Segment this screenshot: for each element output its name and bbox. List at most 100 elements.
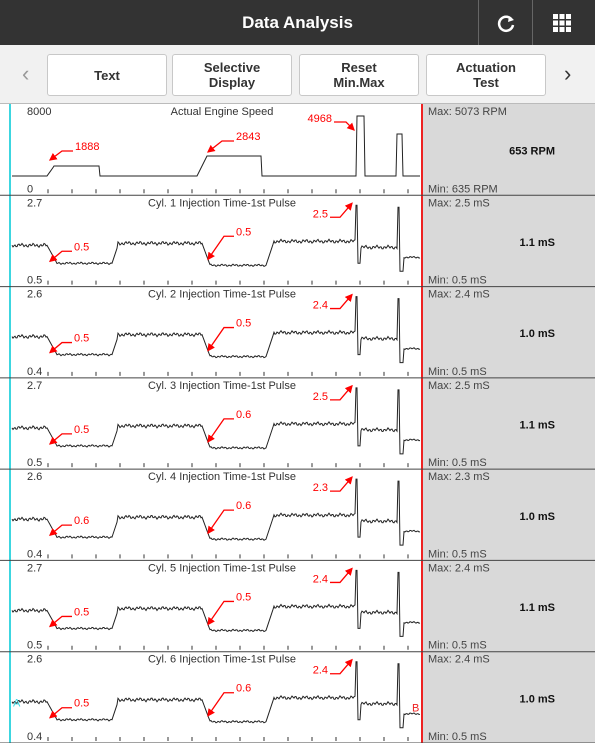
scale-bottom: 0.5 — [27, 275, 42, 287]
cursor-b-line — [421, 104, 423, 743]
toolbar-button[interactable]: Selective Display — [172, 54, 292, 96]
current-value: 1.1 mS — [520, 237, 555, 249]
value-column — [423, 104, 595, 743]
scale-top: 2.6 — [27, 654, 42, 666]
annotation-label: 0.5 — [236, 591, 251, 603]
annotation-label: 2.4 — [313, 300, 328, 312]
annotation-arrow — [49, 341, 72, 354]
annotation-label: 2843 — [236, 131, 260, 143]
annotation-label: 0.5 — [74, 241, 89, 253]
min-label: Min: 0.5 mS — [428, 548, 487, 560]
trace-name: Cyl. 3 Injection Time-1st Pulse — [148, 380, 296, 392]
annotation-arrow — [48, 150, 73, 161]
max-label: Max: 5073 RPM — [428, 106, 507, 118]
annotation-label: 2.5 — [313, 208, 328, 220]
scale-top: 2.6 — [27, 289, 42, 301]
trace-panel: 2.7 0.5 Cyl. 1 Injection Time-1st Pulse 0.5… — [0, 197, 595, 288]
trace — [11, 478, 421, 546]
annotation-label: 0.6 — [236, 683, 251, 695]
annotation-arrow — [49, 615, 72, 628]
trace — [11, 296, 421, 364]
current-value: 1.0 mS — [520, 511, 555, 523]
scroll-right[interactable]: › — [564, 61, 572, 86]
trace-name: Cyl. 1 Injection Time-1st Pulse — [148, 197, 296, 209]
scale-top: 2.7 — [27, 562, 42, 574]
scale-bottom: 0.5 — [27, 457, 42, 469]
scale-top: 2.7 — [27, 197, 42, 209]
scale-bottom: 0.5 — [27, 640, 42, 652]
separator — [532, 0, 533, 45]
trace-panel: 2.7 0.5 Cyl. 3 Injection Time-1st Pulse 0.5… — [0, 380, 595, 470]
annotation-arrow — [207, 235, 234, 261]
min-label: Min: 0.5 mS — [428, 640, 487, 652]
annotation-label: 0.5 — [236, 226, 251, 238]
annotation-arrow — [330, 202, 353, 218]
current-value: 653 RPM — [509, 146, 555, 158]
annotation-label: 0.5 — [236, 318, 251, 330]
toolbar-button[interactable]: Actuation Test — [426, 54, 546, 96]
trace-panel: 2.7 0.5 Cyl. 5 Injection Time-1st Pulse 0.5… — [0, 562, 595, 653]
trace-panel: 2.6 0.4 Cyl. 4 Injection Time-1st Pulse 0.6… — [0, 471, 595, 561]
current-value: 1.0 mS — [520, 328, 555, 340]
scale-bottom: 0.4 — [27, 548, 42, 560]
annotation-label: 2.3 — [313, 482, 328, 494]
trace — [11, 661, 421, 729]
scale-top: 8000 — [27, 106, 51, 118]
annotation-arrow — [330, 476, 353, 492]
annotation-arrow — [334, 121, 355, 131]
annotation-label: 0.6 — [74, 515, 89, 527]
annotation-arrow — [49, 707, 72, 719]
trace-panel: 2.6 0.4 Cyl. 2 Injection Time-1st Pulse 0.5… — [0, 289, 595, 379]
current-value: 1.1 mS — [520, 420, 555, 432]
graph-area: 8000 0 Actual Engine Speed 1888 2843 4968 Max:… — [0, 104, 595, 743]
scale-bottom: 0.4 — [27, 366, 42, 378]
current-value: 1.1 mS — [520, 602, 555, 614]
scale-top: 2.7 — [27, 380, 42, 392]
annotation-label: 1888 — [75, 141, 99, 153]
trace-name: Cyl. 5 Injection Time-1st Pulse — [148, 562, 296, 574]
annotation-arrow — [330, 384, 353, 401]
annotation-arrow — [330, 658, 353, 675]
trace-panel: 2.6 0.4 Cyl. 6 Injection Time-1st Pulse 0.5… — [0, 654, 595, 743]
scale-top: 2.6 — [27, 471, 42, 483]
annotation-label: 0.6 — [236, 409, 251, 421]
toolbar-button[interactable]: Text — [47, 54, 167, 96]
min-label: Min: 0.5 mS — [428, 366, 487, 378]
min-label: Min: 635 RPM — [428, 183, 498, 195]
min-label: Min: 0.5 mS — [428, 275, 487, 287]
separator — [478, 0, 479, 45]
min-label: Min: 0.5 mS — [428, 457, 487, 469]
annotation-arrow — [206, 140, 234, 153]
cursor-label: A — [13, 698, 21, 710]
max-label: Max: 2.4 mS — [428, 289, 490, 301]
header-title: Data Analysis — [242, 13, 353, 32]
max-label: Max: 2.5 mS — [428, 197, 490, 209]
trace-name: Cyl. 4 Injection Time-1st Pulse — [148, 471, 296, 483]
toolbar: ‹ › Text Selective Display Reset Min.Max Ac… — [0, 45, 595, 104]
annotation-label: 0.5 — [74, 424, 89, 436]
annotation-arrow — [207, 509, 234, 535]
annotation-arrow — [207, 692, 234, 717]
refresh-icon[interactable] — [495, 12, 517, 34]
annotation-label: 2.4 — [313, 573, 328, 585]
max-label: Max: 2.4 mS — [428, 562, 490, 574]
annotation-label: 0.5 — [74, 698, 89, 710]
annotation-arrow — [207, 326, 234, 352]
scale-bottom: 0.4 — [27, 731, 42, 743]
grid-icon[interactable] — [552, 13, 572, 33]
toolbar-button[interactable]: Reset Min.Max — [299, 54, 419, 96]
trace — [11, 387, 421, 455]
max-label: Max: 2.4 mS — [428, 654, 490, 666]
max-label: Max: 2.3 mS — [428, 471, 490, 483]
annotation-label: 2.4 — [313, 665, 328, 677]
cursor-a-line — [9, 104, 11, 743]
annotation-label: 0.5 — [74, 333, 89, 345]
min-label: Min: 0.5 mS — [428, 731, 487, 743]
annotation-arrow — [207, 418, 234, 443]
scroll-left[interactable]: ‹ — [22, 61, 30, 86]
button-label: Text — [94, 67, 120, 83]
annotation-label: 0.5 — [74, 606, 89, 618]
annotation-label: 2.5 — [313, 391, 328, 403]
annotation-arrow — [330, 293, 353, 310]
trace — [11, 569, 421, 637]
